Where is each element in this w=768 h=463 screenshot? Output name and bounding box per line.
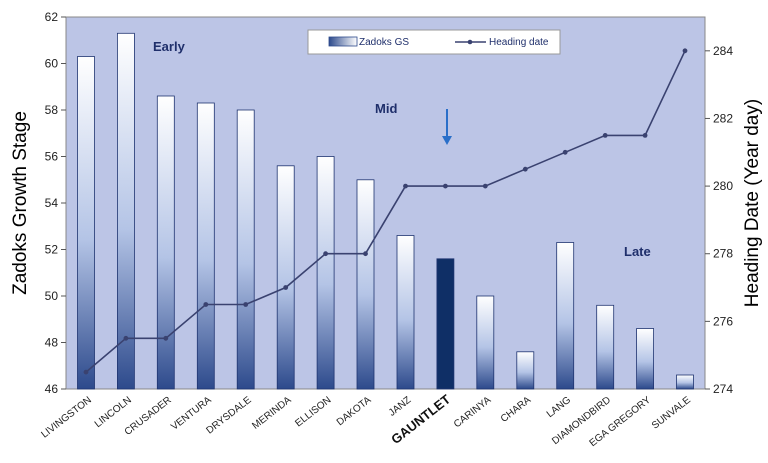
annotation-mid: Mid bbox=[375, 101, 397, 116]
y-tick-label: 54 bbox=[45, 196, 59, 210]
category-label-carinya: CARINYA bbox=[452, 394, 493, 430]
annotation-late: Late bbox=[624, 244, 651, 259]
bar-sunvale bbox=[676, 374, 694, 390]
legend-swatch-bar bbox=[328, 36, 358, 47]
heading-point-livingston bbox=[83, 369, 89, 375]
y-tick-label: 56 bbox=[45, 150, 59, 164]
bar-crusader bbox=[156, 95, 175, 390]
heading-point-lang bbox=[562, 149, 568, 155]
category-label-gauntlet: GAUNTLET bbox=[388, 392, 453, 447]
y-tick-label: 46 bbox=[45, 382, 59, 396]
bar-carinya bbox=[476, 295, 495, 390]
left-axis-ticks: 46 48 50 52 54 56 58 60 62 bbox=[45, 10, 66, 396]
heading-point-ventura bbox=[203, 302, 209, 307]
legend: Zadoks GS Heading date bbox=[307, 29, 561, 55]
bar-diamondbird bbox=[596, 304, 615, 390]
category-label-ellison: ELLISON bbox=[293, 395, 333, 430]
bar-merinda bbox=[276, 165, 295, 390]
bar-janz bbox=[396, 235, 415, 390]
y-tick-label: 48 bbox=[45, 336, 59, 350]
heading-line-series bbox=[83, 48, 688, 375]
y2-axis-title: Heading Date (Year day) bbox=[742, 99, 763, 307]
heading-point-sunvale bbox=[682, 48, 688, 54]
y2-tick-label: 284 bbox=[713, 44, 733, 58]
y-axis-title: Zadoks Growth Stage bbox=[10, 111, 31, 295]
heading-point-carinya bbox=[482, 183, 488, 189]
category-label-merinda: MERINDA bbox=[250, 394, 293, 431]
bar-drysdale bbox=[236, 109, 255, 390]
legend-label-line: Heading date bbox=[489, 37, 549, 48]
legend-label-bar: Zadoks GS bbox=[359, 37, 409, 48]
heading-point-gauntlet bbox=[443, 183, 448, 189]
bar-ega-gregory bbox=[636, 328, 654, 390]
category-label-lang: LANG bbox=[545, 395, 573, 421]
y-tick-label: 58 bbox=[45, 103, 59, 117]
bar-ventura bbox=[196, 102, 215, 390]
y2-tick-label: 280 bbox=[713, 179, 733, 193]
heading-point-diamondbird bbox=[602, 133, 608, 138]
y-tick-label: 52 bbox=[45, 243, 59, 257]
bar-chara bbox=[516, 351, 535, 390]
y-tick-label: 62 bbox=[45, 10, 59, 24]
category-label-sunvale: SUNVALE bbox=[650, 394, 693, 431]
heading-point-drysdale bbox=[243, 302, 249, 307]
bar-livingston bbox=[77, 56, 95, 390]
y-tick-label: 60 bbox=[45, 57, 59, 71]
y2-tick-label: 278 bbox=[713, 247, 733, 261]
right-axis-ticks: 274 276 278 280 282 284 bbox=[705, 44, 733, 396]
category-label-drysdale: DRYSDALE bbox=[204, 394, 253, 436]
bar-ellison bbox=[316, 156, 335, 390]
category-label-janz: JANZ bbox=[387, 395, 413, 419]
y2-tick-label: 282 bbox=[713, 111, 733, 125]
bar-dakota bbox=[356, 179, 375, 390]
heading-point-janz bbox=[403, 183, 408, 189]
heading-point-lincoln bbox=[123, 335, 129, 341]
heading-point-dakota bbox=[363, 251, 368, 257]
heading-date-line bbox=[85, 50, 686, 373]
heading-point-crusader bbox=[163, 335, 169, 341]
y-tick-label: 50 bbox=[45, 289, 59, 303]
heading-point-merinda bbox=[283, 285, 289, 290]
y2-tick-label: 276 bbox=[713, 314, 733, 328]
heading-point-ellison bbox=[323, 251, 328, 257]
legend-swatch-marker bbox=[467, 39, 473, 45]
category-label-chara: CHARA bbox=[499, 394, 534, 424]
category-label-livingston: LIVINGSTON bbox=[39, 395, 93, 441]
bar-series bbox=[77, 32, 694, 390]
bar-lang bbox=[556, 242, 575, 390]
bar-gauntlet bbox=[436, 258, 455, 390]
category-label-dakota: DAKOTA bbox=[335, 395, 374, 429]
category-labels: LIVINGSTONLINCOLNCRUSADERVENTURADRYSDALE… bbox=[39, 392, 693, 450]
y2-tick-label: 274 bbox=[713, 382, 733, 396]
bar-lincoln bbox=[117, 32, 135, 390]
heading-point-chara bbox=[522, 166, 528, 172]
heading-point-ega-gregory bbox=[642, 133, 648, 138]
arrow-indicator bbox=[442, 109, 452, 145]
annotation-early: Early bbox=[153, 39, 186, 54]
